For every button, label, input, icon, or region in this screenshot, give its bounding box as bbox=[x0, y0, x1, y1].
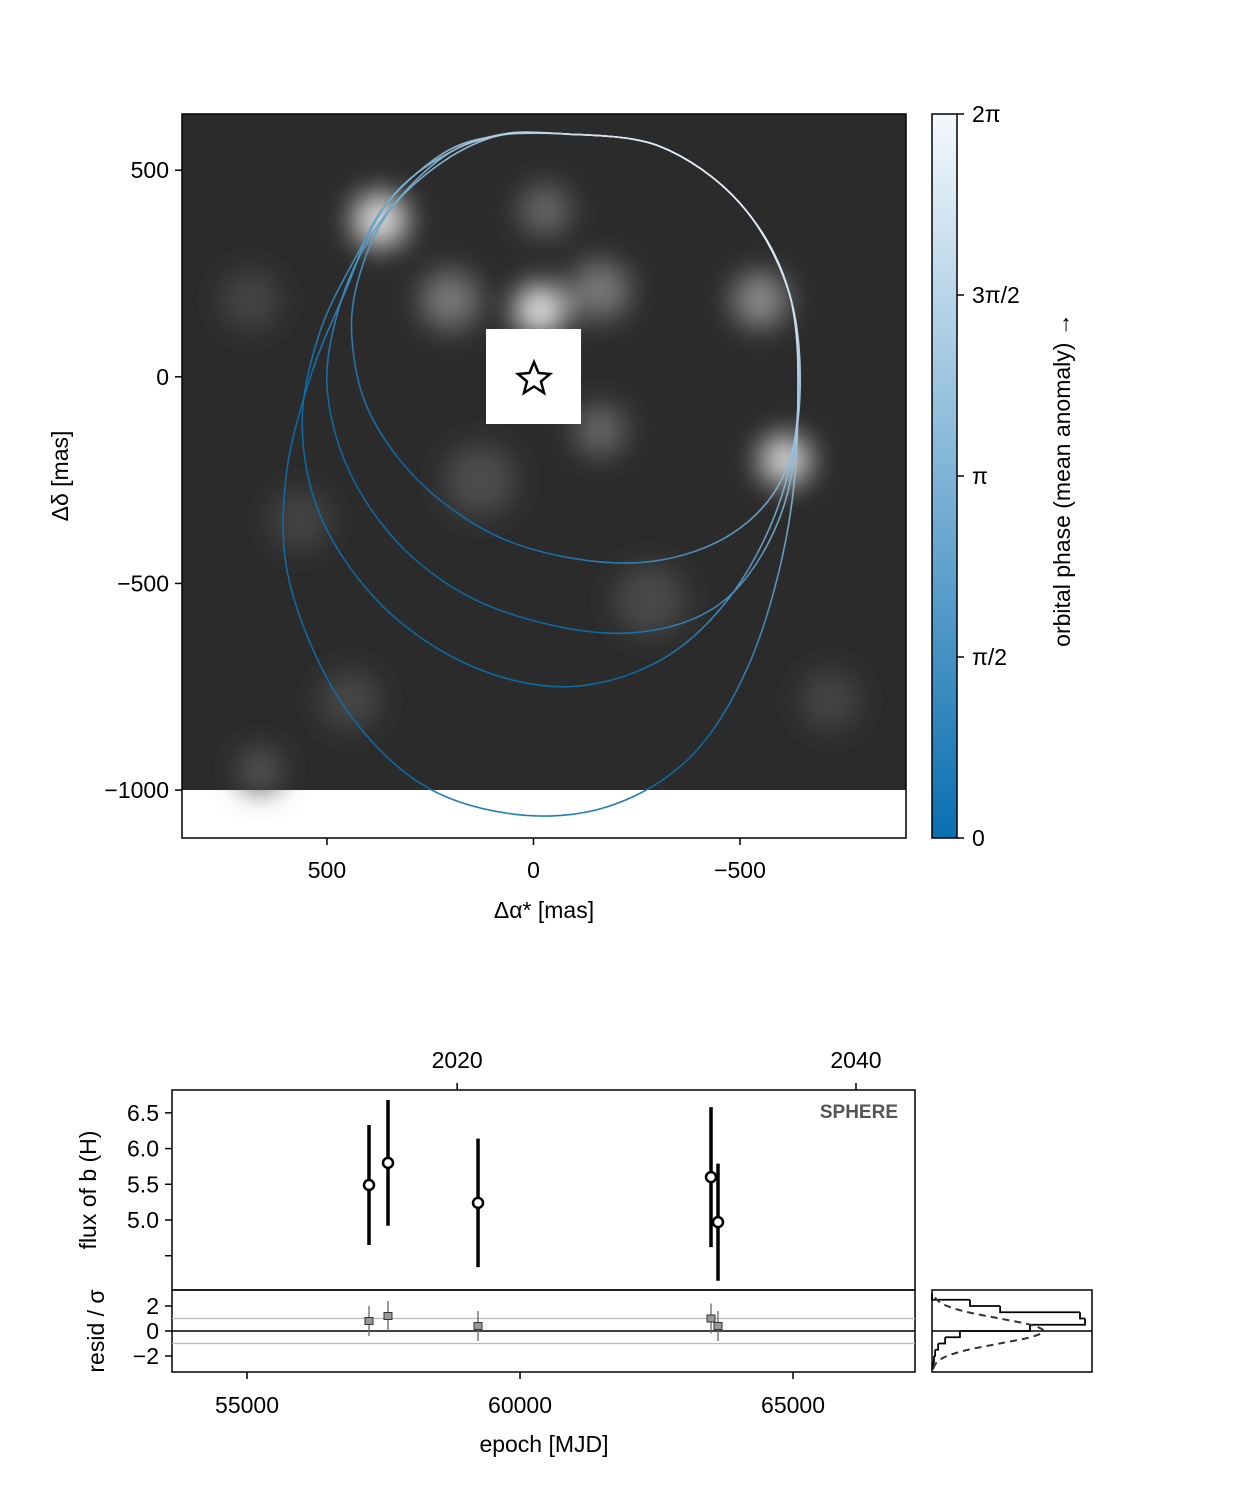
y-tick-label: 5.0 bbox=[127, 1207, 159, 1233]
orbits bbox=[282, 131, 802, 817]
resid-box bbox=[364, 1317, 374, 1325]
hist-step bbox=[933, 1356, 935, 1364]
x-tick-label: 0 bbox=[527, 857, 540, 883]
normal-curve bbox=[932, 1292, 1045, 1370]
x-tick-label: 60000 bbox=[488, 1392, 552, 1418]
x-tick-label: 55000 bbox=[215, 1392, 279, 1418]
x2-tick-label: 2020 bbox=[432, 1047, 483, 1073]
data-point bbox=[704, 1170, 718, 1184]
data-point bbox=[362, 1178, 376, 1192]
hist-step bbox=[932, 1362, 935, 1370]
resid-box bbox=[383, 1312, 393, 1320]
hist-step bbox=[931, 1293, 970, 1301]
resid-y-label: resid / σ bbox=[83, 1289, 109, 1372]
colorbar bbox=[931, 113, 958, 839]
y-tick-label: 0 bbox=[156, 364, 169, 390]
image-background bbox=[182, 114, 906, 817]
hist-step bbox=[969, 1299, 1001, 1307]
x-tick-label: −500 bbox=[714, 857, 766, 883]
hist-step bbox=[959, 1324, 1031, 1332]
star-mask bbox=[486, 329, 581, 424]
y-tick-label: 6.0 bbox=[127, 1136, 159, 1162]
hist-step bbox=[938, 1337, 947, 1345]
data-point bbox=[381, 1156, 395, 1170]
star-marker bbox=[514, 358, 554, 396]
y-tick-label: 500 bbox=[131, 157, 169, 183]
x-axis-label: epoch [MJD] bbox=[479, 1431, 608, 1457]
y-tick-label: −500 bbox=[117, 570, 169, 596]
hist-step bbox=[933, 1349, 936, 1357]
colorbar-tick-label: 2π bbox=[972, 101, 1001, 127]
data-point bbox=[711, 1215, 725, 1229]
y-tick-label: −2 bbox=[133, 1343, 159, 1369]
hist-step bbox=[999, 1306, 1080, 1314]
colorbar-tick-label: π bbox=[972, 463, 988, 489]
colorbar-tick-label: 3π/2 bbox=[972, 282, 1020, 308]
hist-step bbox=[935, 1343, 940, 1351]
colorbar-tick-label: π/2 bbox=[972, 644, 1007, 670]
x-tick-label: 65000 bbox=[761, 1392, 825, 1418]
x-tick-label: 500 bbox=[308, 857, 346, 883]
speckles bbox=[220, 184, 860, 792]
y-tick-label: 6.5 bbox=[127, 1100, 159, 1126]
resid-box bbox=[713, 1322, 723, 1330]
resid-box bbox=[706, 1314, 716, 1323]
y-tick-label: −1000 bbox=[104, 777, 169, 803]
y-tick-label: 2 bbox=[146, 1293, 159, 1319]
instrument-label: SPHERE bbox=[820, 1102, 898, 1123]
y-axis-label: Δδ [mas] bbox=[47, 431, 73, 522]
axes-frame bbox=[181, 113, 907, 839]
colorbar-label: orbital phase (mean anomaly) → bbox=[1049, 313, 1075, 647]
hist-step bbox=[1079, 1312, 1086, 1320]
data-point bbox=[471, 1196, 485, 1210]
flux-frame bbox=[171, 1089, 916, 1291]
hist-step bbox=[1030, 1318, 1086, 1326]
x-axis-label: Δα* [mas] bbox=[494, 897, 594, 923]
colorbar-tick-label: 0 bbox=[972, 825, 985, 851]
x2-tick-label: 2040 bbox=[830, 1047, 881, 1073]
resid-box bbox=[473, 1322, 483, 1330]
y-tick-label: 5.5 bbox=[127, 1171, 159, 1197]
y-tick-label: 0 bbox=[146, 1318, 159, 1344]
hist-step bbox=[945, 1331, 961, 1339]
orbit-line bbox=[282, 132, 799, 817]
flux-y-label: flux of b (H) bbox=[75, 1131, 101, 1250]
